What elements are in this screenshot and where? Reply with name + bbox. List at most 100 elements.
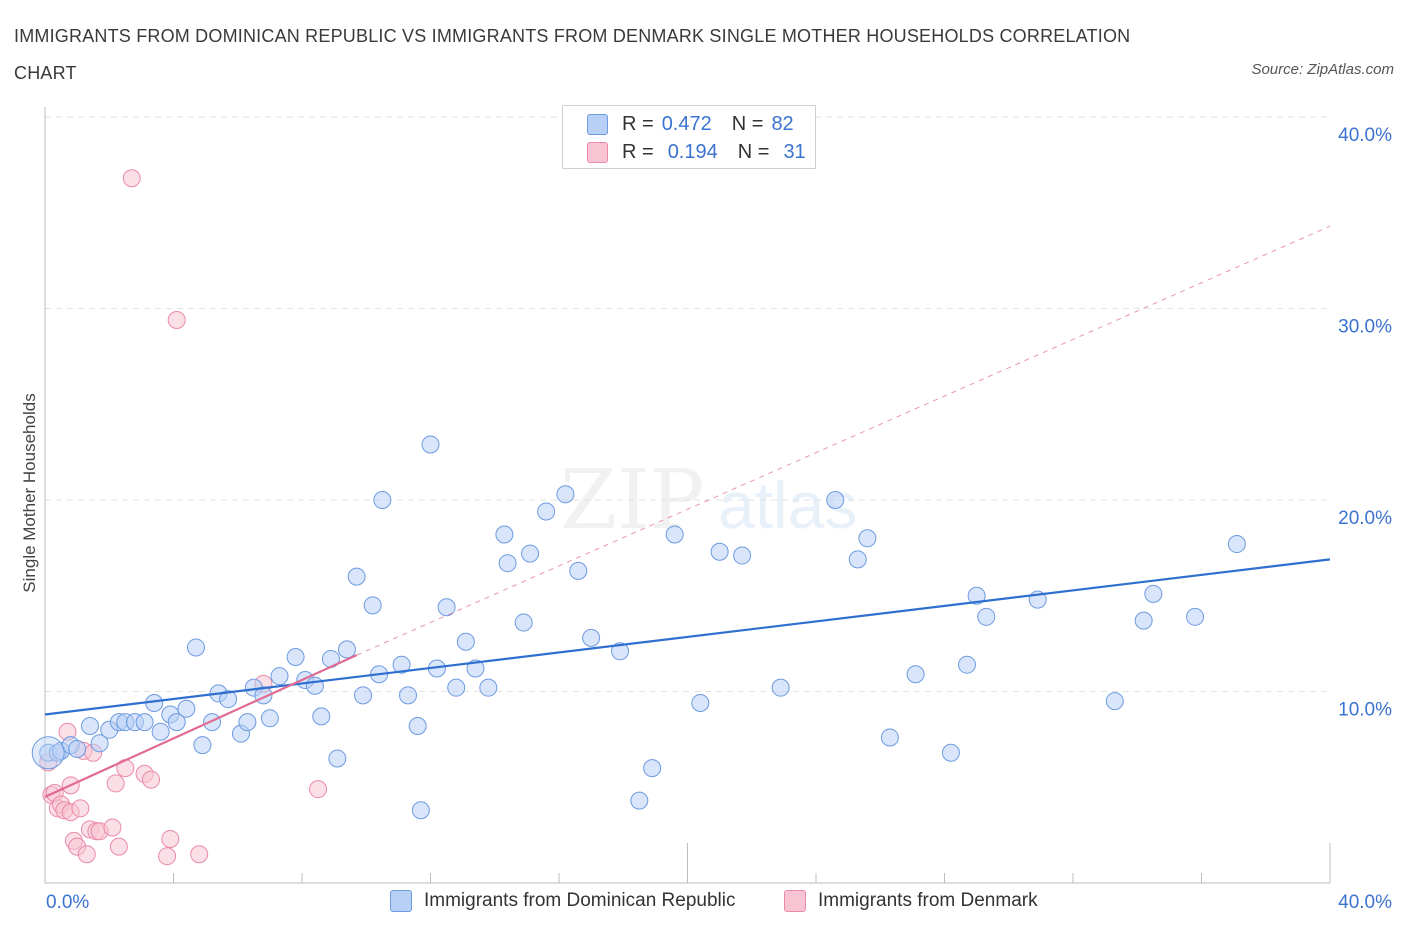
data-point-denmark — [109, 837, 128, 856]
data-point-denmark — [103, 818, 122, 837]
bottom-legend-swatch-blue — [390, 890, 412, 912]
data-point-dominican — [337, 640, 356, 659]
bottom-legend-label: Immigrants from Dominican Republic — [424, 890, 736, 911]
bottom-legend-label: Immigrants from Denmark — [818, 890, 1038, 911]
chart-title: IMMIGRANTS FROM DOMINICAN REPUBLIC VS IM… — [14, 26, 1131, 83]
data-point-dominican — [373, 491, 392, 509]
legend: R = 0.472 N = 82 R = 0.194 N = 31 — [562, 105, 816, 169]
data-point-dominican — [1105, 692, 1124, 711]
data-point-dominican — [90, 734, 109, 753]
x-tick-label: 40.0% — [1338, 892, 1392, 913]
data-point-denmark — [158, 847, 177, 866]
data-point-dominican — [771, 678, 790, 697]
legend-row-denmark: R = 0.194 N = 31 — [587, 140, 806, 164]
data-point-dominican — [826, 491, 845, 509]
data-point-dominican — [312, 707, 331, 726]
denmark-points — [39, 169, 328, 866]
source-label: Source: ZipAtlas.com — [1251, 61, 1394, 78]
data-point-dominican — [710, 542, 729, 561]
data-point-dominican — [733, 546, 752, 565]
watermark: ZIP atlas — [560, 453, 857, 548]
data-point-dominican — [399, 686, 418, 705]
data-point-dominican — [582, 628, 601, 647]
legend-r-label: R = — [622, 112, 654, 135]
data-point-dominican — [80, 716, 99, 735]
y-tick-label: 40.0% — [1338, 125, 1392, 146]
data-point-denmark — [161, 829, 180, 848]
dominican-points — [31, 435, 1246, 820]
data-point-dominican — [495, 525, 514, 544]
data-point-dominican — [977, 607, 996, 626]
legend-n-value: 82 — [771, 112, 794, 135]
data-point-dominican — [68, 739, 87, 758]
data-point-dominican — [643, 759, 662, 778]
data-point-dominican — [1227, 535, 1246, 554]
y-tick-label: 30.0% — [1338, 317, 1392, 338]
legend-r-value: 0.472 — [661, 112, 712, 135]
data-point-dominican — [514, 613, 533, 632]
y-tick-label: 10.0% — [1338, 700, 1392, 721]
legend-r-value: 0.194 — [667, 140, 718, 163]
x-tick-label: 0.0% — [46, 892, 89, 913]
trend-lines — [44, 225, 1331, 798]
data-point-denmark — [71, 799, 90, 818]
data-point-dominican — [1134, 611, 1153, 630]
data-point-dominican — [260, 709, 279, 728]
data-point-dominican — [203, 713, 222, 732]
data-point-denmark — [167, 310, 186, 329]
data-point-dominican — [957, 655, 976, 674]
grid-lines — [45, 116, 1330, 692]
data-point-dominican — [347, 567, 366, 586]
data-point-dominican — [186, 638, 205, 657]
trend-line-denmark-extension — [356, 225, 1331, 656]
data-point-dominican — [167, 713, 186, 732]
data-point-dominican — [906, 665, 925, 684]
data-point-dominican — [1186, 607, 1205, 626]
data-point-dominican — [858, 529, 877, 548]
data-point-dominican — [1144, 584, 1163, 603]
data-point-dominican — [479, 678, 498, 697]
data-point-dominican — [305, 676, 324, 695]
data-point-dominican — [411, 801, 430, 820]
tick-labels: 10.0% 20.0% 30.0% 40.0% 0.0% 40.0% — [46, 125, 1392, 913]
data-point-dominican — [437, 598, 456, 617]
data-point-dominican — [941, 743, 960, 762]
data-point-dominican — [238, 713, 257, 732]
data-point-dominican — [447, 678, 466, 697]
legend-swatch-pink — [587, 141, 608, 163]
bottom-legend: Immigrants from Dominican Republic Immig… — [0, 890, 1406, 914]
data-point-dominican — [408, 716, 427, 735]
bottom-legend-dominican: Immigrants from Dominican Republic — [390, 890, 736, 912]
legend-n-label: N = — [737, 140, 770, 163]
data-point-dominican — [880, 728, 899, 747]
data-point-dominican — [569, 561, 588, 580]
data-point-dominican — [521, 544, 540, 563]
legend-swatch-blue — [587, 113, 608, 135]
data-point-dominican — [456, 632, 475, 651]
data-point-dominican — [537, 502, 556, 521]
data-point-denmark — [122, 169, 141, 188]
data-point-denmark — [309, 780, 328, 799]
data-point-dominican — [270, 667, 289, 686]
data-point-denmark — [106, 774, 125, 793]
bottom-legend-swatch-pink — [784, 890, 806, 912]
data-point-dominican — [151, 722, 170, 741]
data-point-dominican — [611, 642, 630, 661]
data-point-denmark — [77, 845, 96, 864]
data-point-dominican — [498, 554, 517, 573]
data-point-denmark — [142, 770, 161, 789]
data-point-dominican — [665, 525, 684, 544]
data-point-dominican — [193, 736, 212, 755]
data-point-dominican — [967, 586, 986, 605]
legend-r-label: R = — [622, 140, 654, 163]
data-point-dominican — [286, 648, 305, 667]
legend-n-label: N = — [731, 112, 764, 135]
data-point-dominican — [630, 791, 649, 810]
legend-n-value: 31 — [783, 140, 806, 163]
data-point-dominican — [556, 485, 575, 504]
data-point-dominican — [466, 659, 485, 678]
data-point-dominican — [135, 713, 154, 732]
data-point-dominican — [177, 699, 196, 718]
trend-line-denmark — [44, 654, 358, 798]
